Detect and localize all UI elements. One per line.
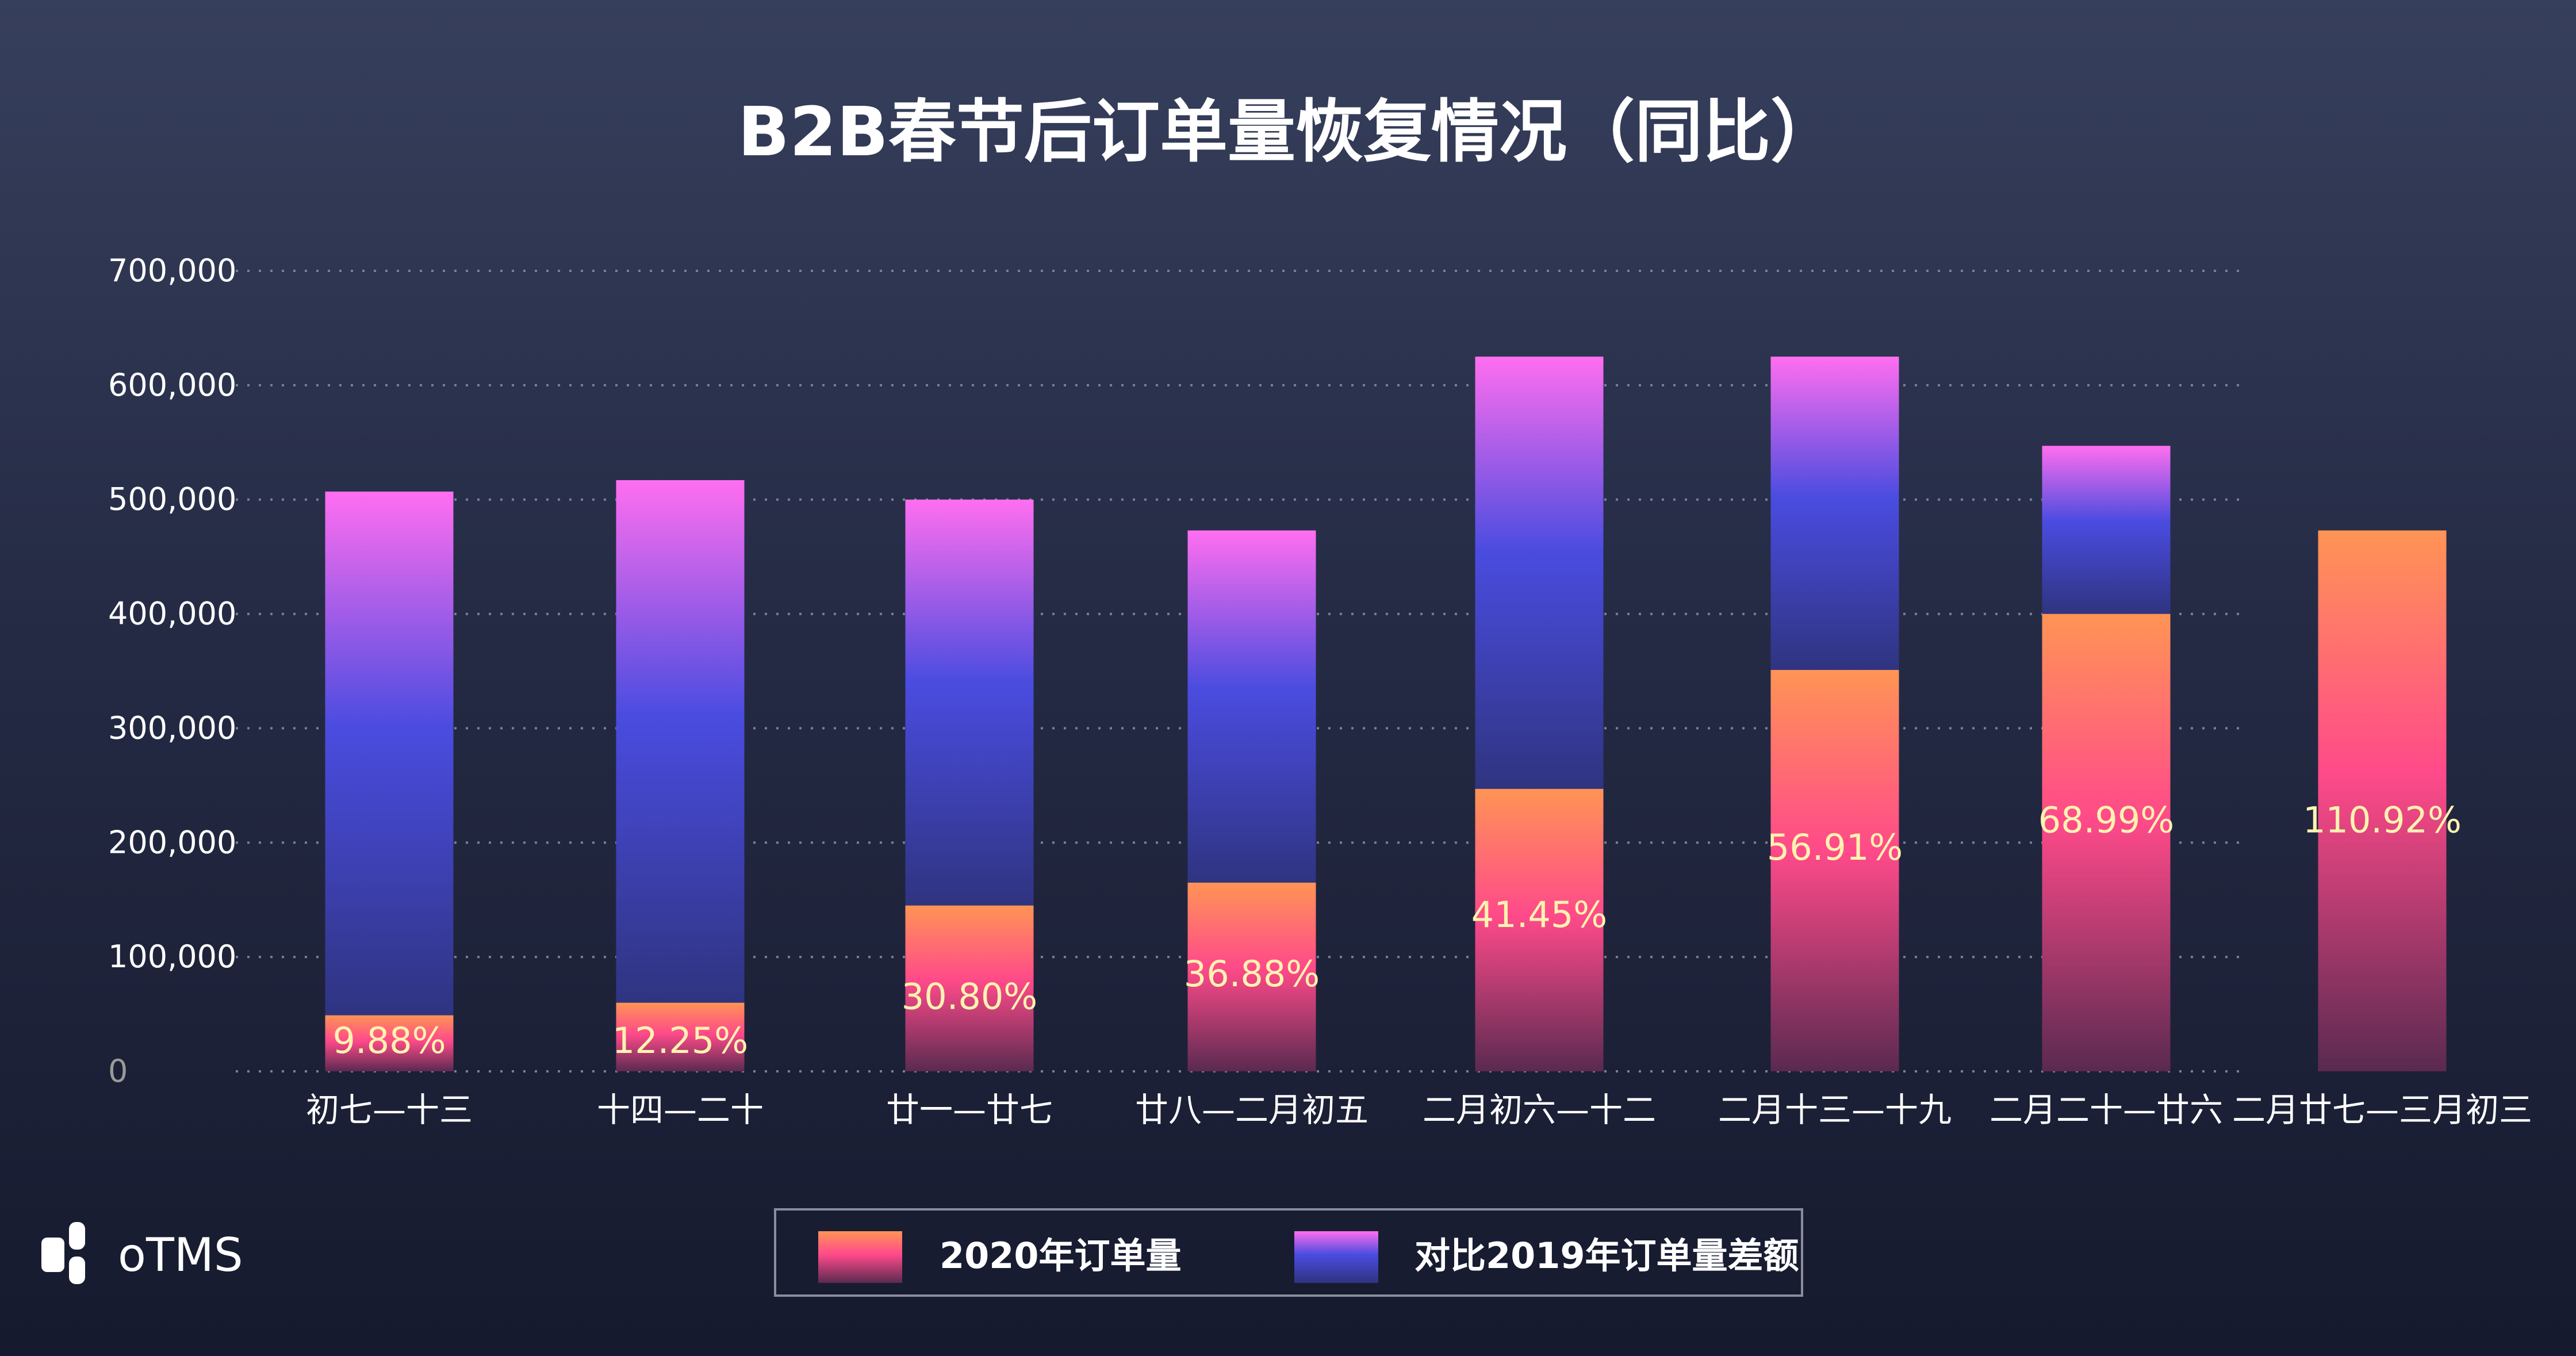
x-tick-label: 十四—二十 [597,1090,764,1129]
bar-2020-orders [1187,882,1316,1071]
bar-diff-2019 [1475,357,1604,789]
gridlines [236,270,2242,1072]
data-label: 68.99% [2038,799,2174,841]
bars: 9.88% 12.25% 30.80% 36.88% 41.45% 56.91% 68.99… [325,357,2462,1071]
data-label: 56.91% [1767,826,1903,868]
bar-diff-2019 [2042,446,2171,614]
y-tick-label: 600,000 [108,367,236,403]
data-label: 12.25% [612,1020,748,1062]
y-tick-label: 200,000 [108,824,236,860]
y-tick-label: 400,000 [108,596,236,632]
bar-2020-orders [1770,670,1899,1071]
data-label: 30.80% [902,976,1037,1018]
y-tick-label: 300,000 [108,710,236,746]
y-tick-label: 700,000 [108,252,236,289]
bar-2020-orders [2042,614,2171,1071]
legend-label-2020: 2020年订单量 [940,1235,1182,1277]
x-tick-label: 二月十三—十九 [1718,1090,1952,1129]
bar-diff-2019 [1187,530,1316,883]
bar-diff-2019 [616,480,745,1003]
logo-text: oTMS [118,1228,243,1282]
x-tick-label: 初七—十三 [306,1090,473,1129]
x-tick-label: 廿一—廿七 [886,1090,1053,1129]
x-axis-ticks: 初七—十三 十四—二十 廿一—廿七 廿八—二月初五 二月初六—十二 二月十三—十九 二月二十… [306,1090,2532,1129]
bar-2020-orders [2318,530,2447,1071]
x-tick-label: 二月廿七—三月初三 [2232,1090,2532,1129]
data-label: 110.92% [2303,799,2462,841]
logo-icon [41,1222,85,1284]
y-tick-label: 0 [108,1053,128,1089]
x-tick-label: 二月二十—廿六 [1989,1090,2223,1129]
legend: 2020年订单量 对比2019年订单量差额 [774,1208,1803,1297]
y-axis-ticks: 0 100,000 200,000 300,000 400,000 500,000 600,… [108,252,236,1089]
chart-title: B2B春节后订单量恢复情况（同比） [738,92,1838,171]
y-tick-label: 500,000 [108,481,236,518]
data-label: 9.88% [333,1020,446,1062]
x-tick-label: 二月初六—十二 [1423,1090,1656,1129]
bar-2020-orders [616,1002,745,1071]
y-tick-label: 100,000 [108,939,236,975]
x-tick-label: 廿八—二月初五 [1135,1090,1368,1129]
bar-diff-2019 [1770,357,1899,671]
bar-2020-orders [1475,788,1604,1071]
bar-diff-2019 [325,491,454,1016]
legend-swatch-diff [1294,1231,1378,1283]
bar-2020-orders [905,905,1034,1071]
logo: oTMS [41,1222,243,1284]
data-label: 41.45% [1471,894,1607,936]
data-label: 36.88% [1184,953,1320,995]
legend-label-diff: 对比2019年订单量差额 [1414,1235,1799,1277]
bar-2020-orders [325,1015,454,1071]
legend-swatch-2020 [818,1231,902,1283]
bar-diff-2019 [905,499,1034,906]
